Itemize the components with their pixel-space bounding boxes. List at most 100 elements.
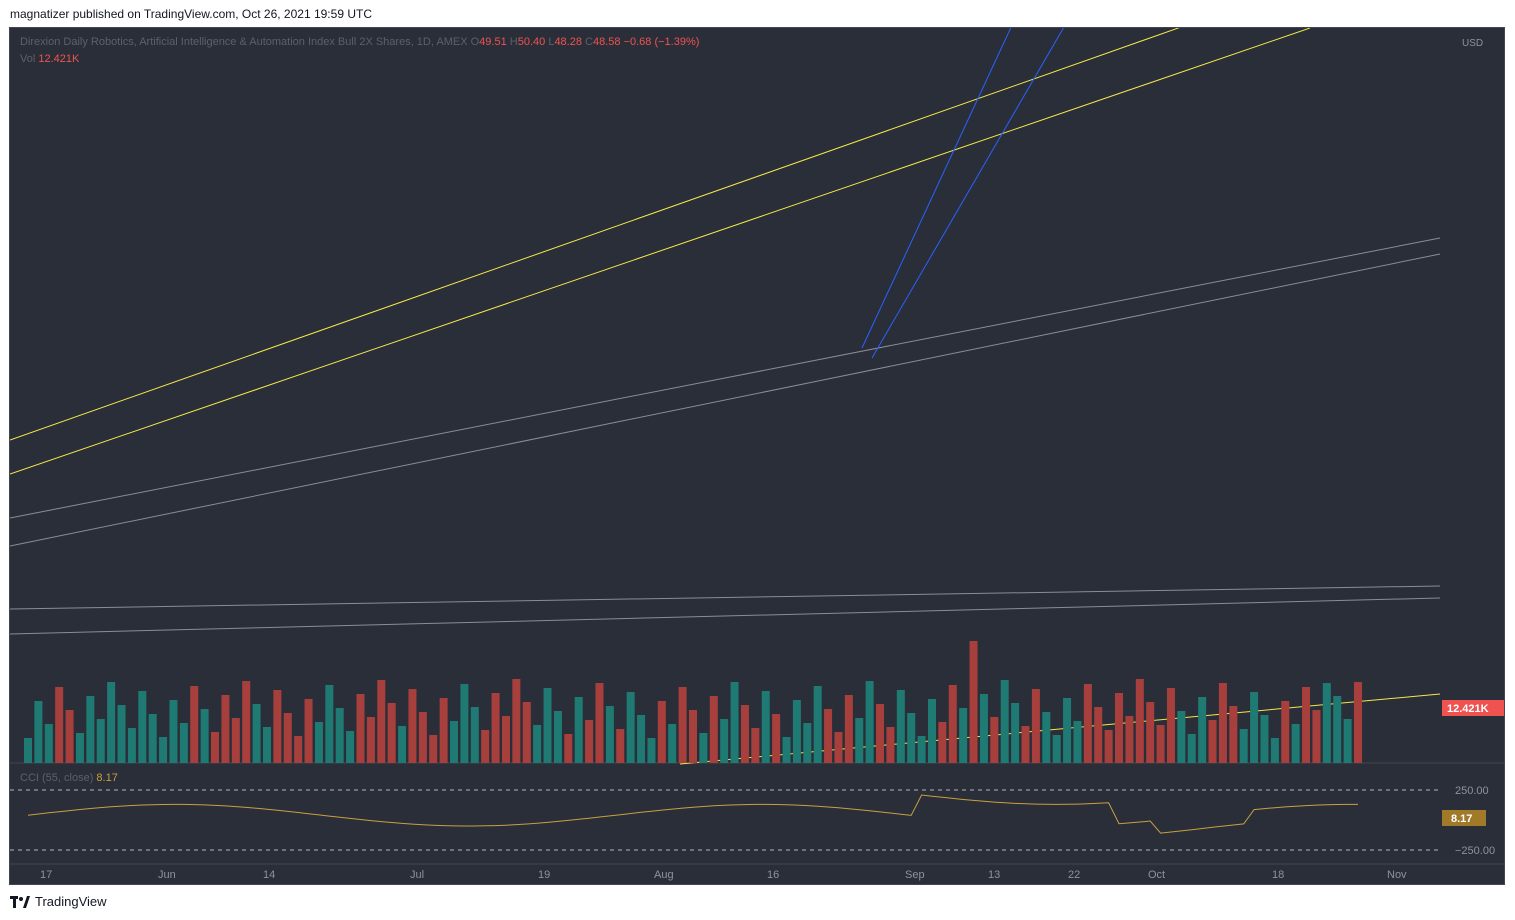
cci-tick-label: 250.00 bbox=[1455, 785, 1489, 797]
volume-bar bbox=[55, 687, 64, 763]
chart-frame[interactable]: 35.0036.0037.0038.0039.0040.0041.0042.00… bbox=[9, 27, 1505, 885]
volume-bar bbox=[501, 716, 510, 763]
trend-line bbox=[861, 28, 1012, 349]
volume-bar bbox=[211, 732, 220, 763]
volume-bar bbox=[1208, 720, 1217, 763]
volume-bar bbox=[190, 686, 199, 763]
trend-line bbox=[10, 237, 1441, 519]
volume-bar bbox=[740, 705, 749, 763]
volume-bar bbox=[699, 733, 708, 763]
volume-bar bbox=[44, 724, 53, 763]
cci-legend: CCI (55, close) 8.17 bbox=[20, 772, 118, 784]
volume-bar bbox=[948, 685, 957, 763]
volume-bar bbox=[678, 687, 687, 763]
volume-bar bbox=[543, 688, 552, 763]
legend-high-label: H bbox=[509, 36, 518, 48]
volume-bar bbox=[709, 696, 718, 763]
volume-bar bbox=[1042, 712, 1051, 763]
volume-bar bbox=[24, 738, 32, 763]
volume-bar bbox=[1083, 684, 1092, 763]
chart-canvas[interactable]: 35.0036.0037.0038.0039.0040.0041.0042.00… bbox=[10, 28, 1504, 884]
time-tick-label: 14 bbox=[263, 869, 275, 881]
volume-bar bbox=[1052, 735, 1061, 763]
volume-bar bbox=[761, 691, 770, 763]
cci-line bbox=[27, 794, 1358, 834]
volume-bar bbox=[1063, 698, 1072, 763]
volume-bar bbox=[1073, 721, 1082, 763]
time-tick-label: Jun bbox=[158, 869, 176, 881]
volume-bar bbox=[782, 737, 791, 763]
cci-label: CCI (55, close) bbox=[20, 772, 94, 784]
legend-low-label: L bbox=[548, 36, 555, 48]
volume-bar bbox=[1333, 696, 1342, 763]
volume-bar bbox=[138, 691, 147, 763]
volume-bar bbox=[1021, 726, 1030, 763]
volume-bar bbox=[844, 695, 853, 763]
volume-group bbox=[24, 641, 1362, 763]
symbol-title: Direxion Daily Robotics, Artificial Inte… bbox=[20, 36, 468, 48]
trend-line bbox=[10, 585, 1441, 610]
volume-value: 12.421K bbox=[38, 53, 80, 65]
legend-close-value: 48.58 bbox=[592, 36, 621, 48]
volume-bar bbox=[1156, 725, 1165, 763]
volume-bar bbox=[595, 683, 604, 763]
volume-bar bbox=[169, 700, 178, 763]
volume-bar bbox=[855, 718, 864, 763]
volume-bar bbox=[1125, 716, 1134, 763]
volume-bar bbox=[65, 710, 74, 763]
volume-bar bbox=[34, 701, 43, 763]
trend-line bbox=[10, 28, 1311, 475]
volume-bar bbox=[366, 717, 375, 763]
volume-bar bbox=[159, 737, 168, 763]
time-tick-label: 19 bbox=[538, 869, 550, 881]
volume-bar bbox=[585, 720, 594, 763]
volume-bar bbox=[460, 684, 469, 763]
volume-bar bbox=[564, 734, 573, 763]
volume-bar bbox=[377, 680, 386, 763]
time-tick-label: 18 bbox=[1272, 869, 1284, 881]
footer-brand-text: TradingView bbox=[35, 894, 107, 909]
volume-bar bbox=[990, 717, 999, 763]
volume-bar bbox=[553, 711, 562, 763]
volume-bar bbox=[1000, 680, 1009, 763]
volume-bar bbox=[148, 714, 157, 763]
time-tick-label: Oct bbox=[1148, 869, 1165, 881]
volume-bar bbox=[1187, 734, 1196, 763]
legend-open-value: 49.51 bbox=[479, 36, 507, 48]
volume-bar bbox=[927, 699, 936, 763]
volume-bar bbox=[834, 732, 843, 763]
volume-bar bbox=[1312, 710, 1321, 763]
tradingview-logo-icon bbox=[10, 895, 30, 908]
volume-bar bbox=[657, 701, 666, 763]
trend-line bbox=[10, 597, 1441, 635]
time-tick-label: 22 bbox=[1068, 869, 1080, 881]
volume-bar bbox=[418, 712, 427, 763]
time-tick-label: 16 bbox=[767, 869, 779, 881]
currency-label: USD bbox=[1462, 38, 1483, 49]
volume-bar bbox=[304, 699, 313, 763]
volume-bar bbox=[429, 735, 438, 763]
cci-tag: 8.17 bbox=[1451, 813, 1472, 825]
time-tick-label: Sep bbox=[905, 869, 925, 881]
volume-bar bbox=[127, 728, 136, 763]
legend-open-label: O bbox=[470, 36, 480, 48]
volume-bar bbox=[335, 708, 344, 763]
volume-bar bbox=[1281, 701, 1290, 763]
legend-change: −0.68 (−1.39%) bbox=[623, 36, 700, 48]
volume-bar bbox=[1031, 689, 1040, 763]
volume-bar bbox=[1198, 697, 1207, 763]
volume-bar bbox=[689, 710, 697, 763]
volume-bar bbox=[512, 679, 521, 763]
volume-bar bbox=[969, 641, 978, 763]
volume-bar bbox=[481, 730, 490, 763]
volume-bar bbox=[876, 704, 885, 763]
volume-bar bbox=[491, 693, 500, 763]
time-tick-label: Jul bbox=[410, 869, 424, 881]
volume-bar bbox=[803, 723, 812, 763]
volume-bar bbox=[179, 723, 188, 763]
volume-bar bbox=[1094, 707, 1103, 763]
volume-bar bbox=[824, 709, 833, 763]
volume-bar bbox=[959, 708, 968, 763]
volume-bar bbox=[522, 702, 531, 763]
volume-tag-bg bbox=[1442, 700, 1504, 716]
